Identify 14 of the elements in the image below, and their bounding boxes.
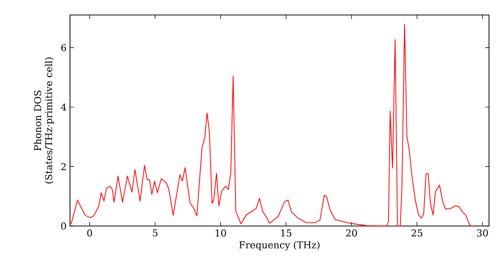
y-tick-label: 2 xyxy=(61,163,66,170)
x-tick-label: 5 xyxy=(152,229,158,236)
y-tick-label: 0 xyxy=(61,222,66,230)
x-tick-label: 15 xyxy=(281,229,292,237)
y-axis-title: Phonon DOS (States/THz·primitive cell) xyxy=(34,58,54,184)
x-tick-label: 0 xyxy=(87,229,92,237)
line-series xyxy=(70,24,472,226)
y-tick-label: 6 xyxy=(61,44,66,52)
x-axis-title: Frequency (THz) xyxy=(239,241,320,250)
y-tick-label: 4 xyxy=(60,104,66,111)
x-tick-label: 20 xyxy=(346,229,357,237)
x-tick-label: 30 xyxy=(477,229,488,237)
x-tick-label: 25 xyxy=(412,229,422,237)
x-tick-label: 10 xyxy=(216,229,226,237)
